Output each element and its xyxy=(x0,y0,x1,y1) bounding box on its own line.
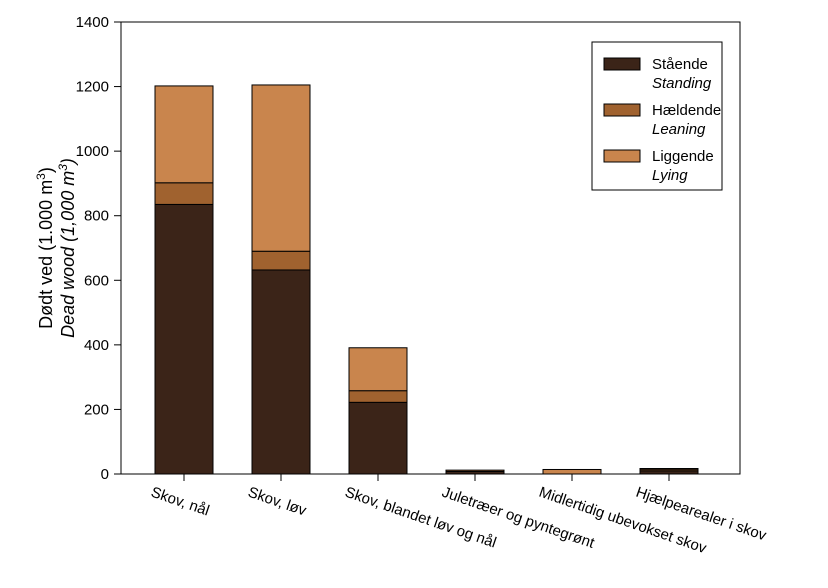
x-category-label: Skov, løv xyxy=(246,484,309,520)
y-axis-title: Dødt ved (1.000 m3) Dead wood (1,000 m3) xyxy=(34,158,78,338)
bar-segment xyxy=(251,84,311,252)
y-tick-label: 200 xyxy=(84,401,109,418)
y-tick-label: 400 xyxy=(84,337,109,354)
y-tick-label: 1000 xyxy=(76,143,109,160)
bar-segment xyxy=(639,468,699,470)
bar-segment xyxy=(348,390,408,403)
y-tick-label: 1400 xyxy=(76,14,109,31)
y-tick-label: 800 xyxy=(84,208,109,225)
bars xyxy=(154,84,699,475)
bar-segment xyxy=(154,182,214,205)
legend-label-english: Lying xyxy=(652,167,688,184)
x-category-label: Midlertidig ubevokset skov xyxy=(537,484,709,558)
bar-segment xyxy=(154,85,214,184)
y-axis-title-english: Dead wood (1,000 m3) xyxy=(56,158,78,338)
legend-label: Hældende xyxy=(652,102,721,119)
legend-label: Stående xyxy=(652,56,708,73)
bar-segment xyxy=(348,347,408,392)
bar-segment xyxy=(542,468,602,475)
y-tick-label: 600 xyxy=(84,272,109,289)
legend-label-english: Leaning xyxy=(652,121,706,138)
bar-segment xyxy=(251,250,311,271)
category-labels: Skov, nål Skov, løv Skov, blandet løv og n… xyxy=(149,484,769,558)
legend-swatch xyxy=(603,57,641,71)
legend-label-english: Standing xyxy=(652,75,712,92)
bar-segment xyxy=(251,269,311,475)
legend-label: Liggende xyxy=(652,148,714,165)
x-category-label: Skov, nål xyxy=(149,484,212,520)
bar-segment xyxy=(348,401,408,475)
bar-segment xyxy=(445,469,505,472)
plot-frame xyxy=(120,21,741,475)
legend-swatch xyxy=(603,103,641,117)
legend-swatch xyxy=(603,149,641,163)
axes: 0 200 400 600 800 1000 1200 1400 xyxy=(76,14,741,483)
y-tick-label: 1200 xyxy=(76,79,109,96)
legend: Stående Standing Hældende Leaning Liggende Ly… xyxy=(591,41,723,191)
y-tick-label: 0 xyxy=(101,466,109,483)
bar-segment xyxy=(154,203,214,475)
y-axis-title-danish: Dødt ved (1.000 m3) xyxy=(34,167,56,329)
